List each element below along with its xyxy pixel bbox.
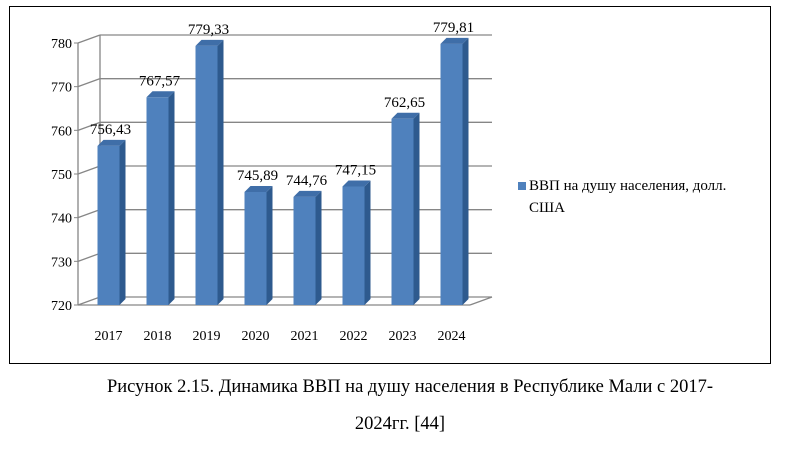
x-tick-label-2024: 2024 xyxy=(438,329,466,344)
bar-top-2020 xyxy=(244,185,273,192)
gridline-diag-730 xyxy=(77,252,101,262)
chart-frame: 720 730 740 750 760 770 780 756,43 2017 767,57 20… xyxy=(9,6,771,364)
y-tick-label: 740 xyxy=(51,212,72,227)
bars-layer xyxy=(97,37,469,306)
data-label-2020: 745,89 xyxy=(237,168,278,184)
bar-front-2023 xyxy=(391,118,414,306)
x-tick-label-2019: 2019 xyxy=(193,329,221,344)
bar-side-2019 xyxy=(217,39,224,306)
x-axis-side-line xyxy=(469,296,493,306)
bar-top-2017 xyxy=(97,139,126,146)
figure-caption-line2: 2024гг. [44] xyxy=(354,414,446,434)
y-tick-label: 720 xyxy=(51,299,72,314)
labels-layer: 756,43 2017 767,57 2018 779,33 2019 745,89 2020… xyxy=(90,20,474,344)
bar-side-2023 xyxy=(413,112,420,306)
gridline-diag-740 xyxy=(77,209,101,219)
gridline-diag-780 xyxy=(77,34,101,44)
bar-2023 xyxy=(391,112,420,306)
bar-2022 xyxy=(342,180,371,305)
legend-swatch xyxy=(518,182,526,190)
bar-2020 xyxy=(244,185,273,305)
x-tick-label-2022: 2022 xyxy=(340,329,368,344)
bar-front-2018 xyxy=(146,97,169,305)
data-label-2019: 779,33 xyxy=(188,22,229,38)
bar-side-2020 xyxy=(266,185,273,305)
bar-front-2024 xyxy=(440,43,463,306)
gridline-diag-750 xyxy=(77,165,101,175)
legend: ВВП на душу населения, долл. США xyxy=(518,175,768,219)
bar-side-2024 xyxy=(462,37,469,306)
gridline-diag-760 xyxy=(77,121,101,131)
x-tick-label-2021: 2021 xyxy=(291,329,319,344)
data-label-2018: 767,57 xyxy=(139,73,181,89)
bar-top-2021 xyxy=(293,190,322,197)
y-tick-label: 770 xyxy=(51,81,72,96)
bar-2017 xyxy=(97,139,126,305)
bar-front-2019 xyxy=(195,45,218,306)
bar-top-2024 xyxy=(440,37,469,44)
bar-side-2018 xyxy=(168,91,175,305)
bar-2024 xyxy=(440,37,469,306)
axis-layer: 720 730 740 750 760 770 780 xyxy=(51,35,493,314)
data-label-2023: 762,65 xyxy=(384,95,425,111)
bar-front-2020 xyxy=(244,191,267,305)
bar-front-2017 xyxy=(97,145,120,305)
data-label-2017: 756,43 xyxy=(90,122,131,138)
x-tick-label-2020: 2020 xyxy=(242,329,270,344)
bar-chart: 720 730 740 750 760 770 780 756,43 2017 767,57 20… xyxy=(51,20,493,344)
bar-top-2018 xyxy=(146,91,175,98)
y-tick-label: 750 xyxy=(51,168,72,183)
data-label-2024: 779,81 xyxy=(433,20,474,36)
data-label-2022: 747,15 xyxy=(335,162,376,178)
bar-front-2022 xyxy=(342,186,365,305)
bar-side-2022 xyxy=(364,180,371,305)
bar-top-2022 xyxy=(342,180,371,187)
gridline-diag-720 xyxy=(77,296,101,306)
y-tick-label: 780 xyxy=(51,37,72,52)
x-tick-label-2023: 2023 xyxy=(389,329,417,344)
bar-front-2021 xyxy=(293,196,316,305)
legend-label-line2: США xyxy=(529,200,565,216)
bar-side-2021 xyxy=(315,190,322,305)
figure-caption-line1: Рисунок 2.15. Динамика ВВП на душу насел… xyxy=(106,377,714,397)
x-tick-label-2017: 2017 xyxy=(95,329,123,344)
legend-label-line1: ВВП на душу населения, долл. xyxy=(529,178,727,194)
bar-top-2019 xyxy=(195,39,224,46)
y-tick-label: 730 xyxy=(51,255,72,270)
y-tick-label: 760 xyxy=(51,124,72,139)
bar-2018 xyxy=(146,91,175,305)
x-tick-label-2018: 2018 xyxy=(144,329,172,344)
bar-2021 xyxy=(293,190,322,305)
bar-2019 xyxy=(195,39,224,306)
data-label-2021: 744,76 xyxy=(286,173,328,189)
bar-side-2017 xyxy=(119,139,126,305)
gridline-diag-770 xyxy=(77,78,101,88)
bar-top-2023 xyxy=(391,112,420,119)
